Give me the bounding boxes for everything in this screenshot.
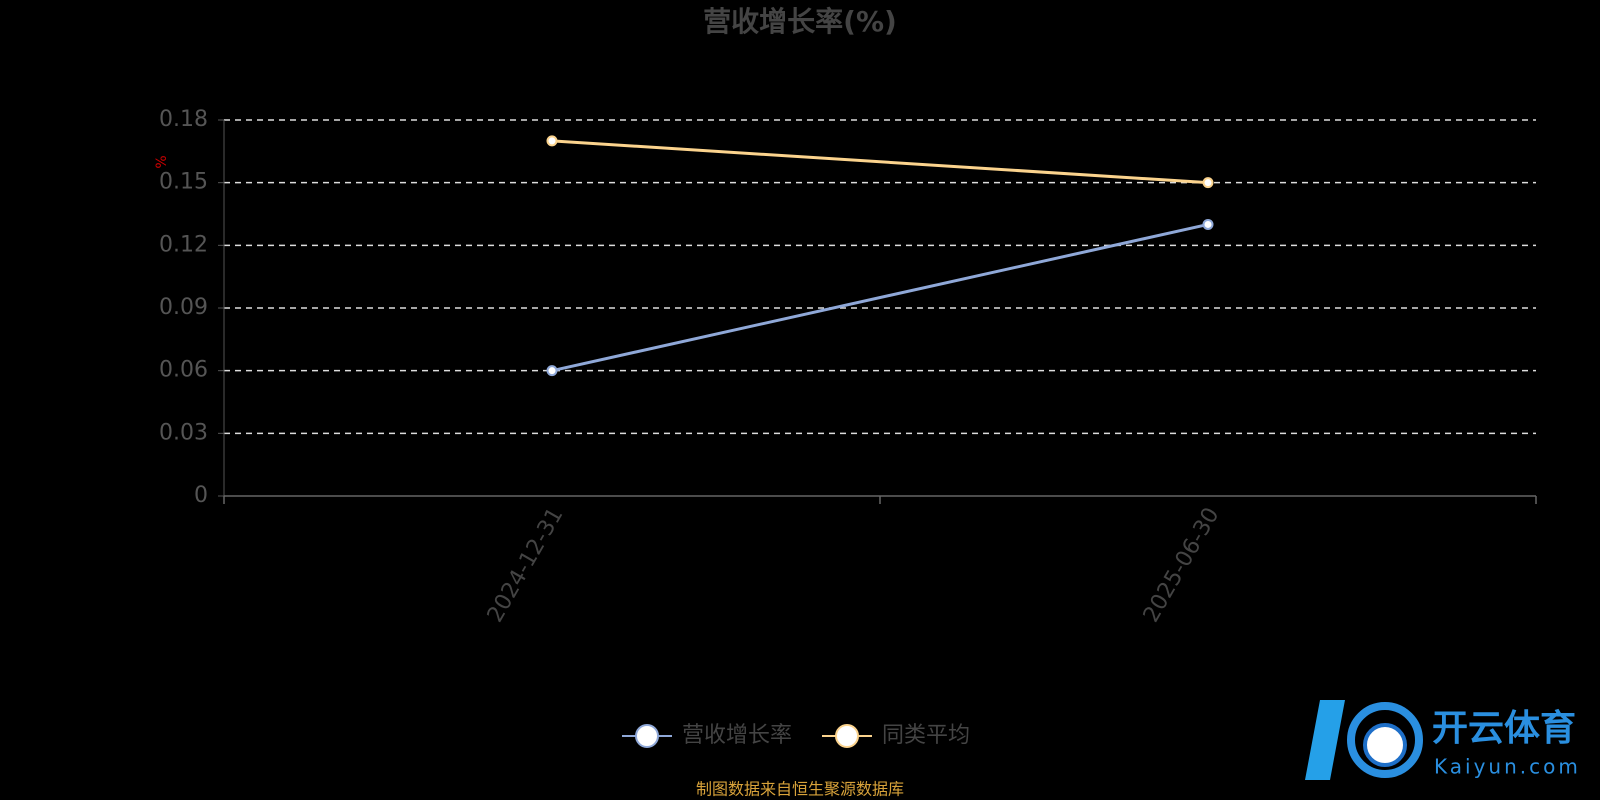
chart-title: 营收增长率(%) — [703, 5, 897, 38]
series-line — [551, 222, 1209, 373]
source-note: 制图数据来自恒生聚源数据库 — [696, 780, 904, 799]
logo-ring — [1347, 702, 1423, 778]
series-line — [551, 139, 1209, 185]
y-tick-label: 0.06 — [159, 358, 208, 383]
y-tick-label: 0.15 — [159, 170, 208, 195]
data-point — [546, 135, 558, 147]
y-axis-label: % — [154, 155, 170, 168]
y-tick-label: 0.09 — [159, 295, 208, 320]
legend-item: 营收增长率 — [622, 723, 792, 748]
data-point — [1202, 218, 1214, 230]
logo-ball — [1363, 723, 1407, 767]
watermark: 开云体育 Kaiyun.com — [1305, 700, 1581, 780]
legend-label: 同类平均 — [882, 723, 970, 748]
logo-k — [1305, 700, 1345, 780]
watermark-site: Kaiyun.com — [1434, 755, 1581, 779]
legend-label: 营收增长率 — [682, 723, 792, 748]
legend-marker — [835, 724, 859, 748]
watermark-name: 开云体育 — [1432, 708, 1576, 749]
legend-marker — [635, 724, 659, 748]
y-tick-label: 0.12 — [159, 232, 208, 257]
data-point — [1202, 177, 1214, 189]
data-point — [546, 365, 558, 377]
y-tick-label: 0.18 — [159, 107, 208, 132]
legend-item: 同类平均 — [822, 723, 970, 748]
y-tick-label: 0.03 — [159, 420, 208, 445]
y-tick-label: 0 — [194, 483, 208, 508]
